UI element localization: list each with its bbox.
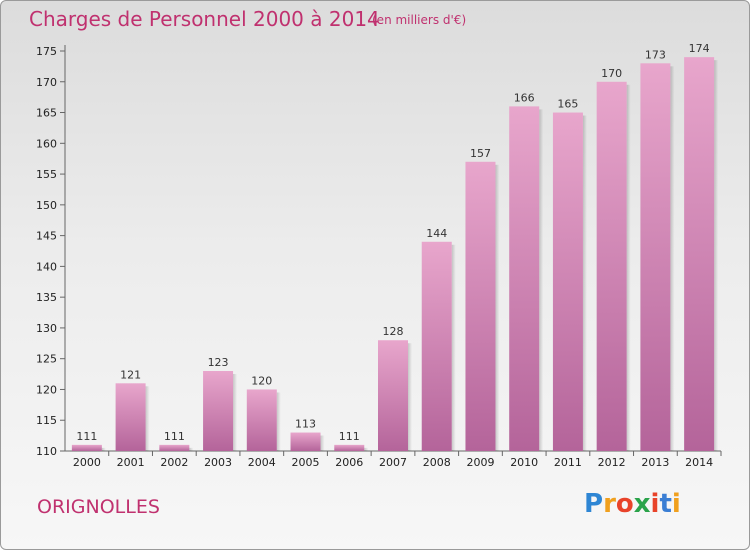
x-tick-label: 2005 bbox=[292, 456, 320, 469]
bar-2001 bbox=[115, 383, 146, 451]
data-label-2011: 165 bbox=[557, 98, 578, 111]
bar-2008 bbox=[421, 241, 452, 451]
x-tick-label: 2011 bbox=[554, 456, 582, 469]
data-label-2012: 170 bbox=[601, 67, 622, 80]
y-tick-label: 120 bbox=[36, 383, 57, 396]
y-tick-label: 130 bbox=[36, 322, 57, 335]
y-tick-label: 165 bbox=[36, 107, 57, 120]
x-tick-label: 2006 bbox=[335, 456, 363, 469]
bar-shadow bbox=[539, 109, 544, 451]
data-label-2003: 123 bbox=[208, 356, 229, 369]
bar-shadow bbox=[451, 244, 456, 451]
logo-letter: i bbox=[650, 489, 660, 519]
bar-shadow bbox=[670, 66, 675, 452]
proxiti-logo: Proxiti bbox=[584, 489, 681, 519]
y-tick-label: 145 bbox=[36, 230, 57, 243]
bar-shadow bbox=[495, 164, 500, 451]
chart-title: Charges de Personnel 2000 à 2014 bbox=[29, 7, 380, 31]
bar-2009 bbox=[465, 161, 496, 451]
bar-2003 bbox=[203, 371, 234, 451]
bar-shadow bbox=[145, 386, 150, 451]
x-tick-label: 2007 bbox=[379, 456, 407, 469]
y-tick-label: 170 bbox=[36, 76, 57, 89]
bar-shadow bbox=[714, 60, 719, 452]
bar-2014 bbox=[684, 57, 715, 452]
logo-letter: x bbox=[633, 489, 651, 519]
x-tick-label: 2013 bbox=[641, 456, 669, 469]
data-label-2010: 166 bbox=[514, 91, 535, 104]
bar-shadow bbox=[189, 447, 194, 451]
y-tick-label: 135 bbox=[36, 291, 57, 304]
x-tick-label: 2009 bbox=[466, 456, 494, 469]
bar-2002 bbox=[159, 444, 190, 451]
data-label-2006: 111 bbox=[339, 430, 360, 443]
y-tick-label: 115 bbox=[36, 414, 57, 427]
bar-shadow bbox=[364, 447, 369, 451]
data-label-2001: 121 bbox=[120, 368, 141, 381]
bar-shadow bbox=[408, 343, 412, 451]
bar-shadow bbox=[233, 374, 238, 451]
x-tick-label: 2001 bbox=[117, 456, 145, 469]
logo-letter: P bbox=[584, 489, 604, 519]
bar-2000 bbox=[71, 444, 102, 451]
data-label-2013: 173 bbox=[645, 48, 666, 61]
bar-2011 bbox=[552, 112, 583, 452]
y-tick-label: 150 bbox=[36, 199, 57, 212]
data-label-2005: 113 bbox=[295, 418, 316, 431]
data-labels: 111 121 111 123 120 113 111 128 144 157 166 165 170 1… bbox=[76, 42, 709, 443]
bar-shadow bbox=[101, 447, 106, 451]
bar-2007 bbox=[378, 340, 408, 451]
y-tick-label: 125 bbox=[36, 353, 57, 366]
logo-letter: t bbox=[659, 489, 672, 519]
x-tick-label: 2012 bbox=[598, 456, 626, 469]
bar-2013 bbox=[640, 63, 671, 452]
logo-letter: o bbox=[615, 489, 634, 519]
x-tick-label: 2008 bbox=[423, 456, 451, 469]
y-tick-label: 140 bbox=[36, 260, 57, 273]
bar-2006 bbox=[334, 444, 365, 451]
x-tick-label: 2004 bbox=[248, 456, 276, 469]
commune-name: ORIGNOLLES bbox=[37, 496, 160, 518]
bar-shadow bbox=[626, 84, 631, 452]
bar-2005 bbox=[290, 432, 321, 451]
data-label-2000: 111 bbox=[76, 430, 97, 443]
bar-2004 bbox=[246, 389, 277, 451]
x-axis: 2000 2001 2002 2003 2004 2005 2006 2007 2008 2009… bbox=[65, 450, 722, 469]
x-tick-label: 2010 bbox=[510, 456, 538, 469]
y-tick-label: 155 bbox=[36, 168, 57, 181]
data-label-2004: 120 bbox=[251, 374, 272, 387]
y-tick-label: 160 bbox=[36, 137, 57, 150]
data-label-2014: 174 bbox=[689, 42, 710, 55]
x-tick-label: 2014 bbox=[685, 456, 713, 469]
bar-shadow bbox=[582, 115, 587, 452]
bar-shadow bbox=[276, 392, 281, 451]
y-axis: 110 115 120 125 130 135 140 145 150 155 160 165 170 1… bbox=[36, 45, 66, 458]
chart-subtitle: (en milliers d'€) bbox=[372, 13, 467, 27]
bars bbox=[71, 57, 719, 452]
data-label-2002: 111 bbox=[164, 430, 185, 443]
y-tick-label: 110 bbox=[36, 445, 57, 458]
data-label-2008: 144 bbox=[426, 227, 447, 240]
logo-letter: r bbox=[603, 489, 616, 519]
x-tick-label: 2000 bbox=[73, 456, 101, 469]
data-label-2007: 128 bbox=[383, 325, 404, 338]
logo-letter: i bbox=[671, 489, 681, 519]
x-tick-label: 2003 bbox=[204, 456, 232, 469]
data-label-2009: 157 bbox=[470, 147, 491, 160]
x-tick-label: 2002 bbox=[160, 456, 188, 469]
bar-shadow bbox=[320, 435, 325, 451]
bar-2012 bbox=[596, 81, 627, 452]
bar-2010 bbox=[509, 106, 540, 451]
y-tick-label: 175 bbox=[36, 45, 57, 58]
